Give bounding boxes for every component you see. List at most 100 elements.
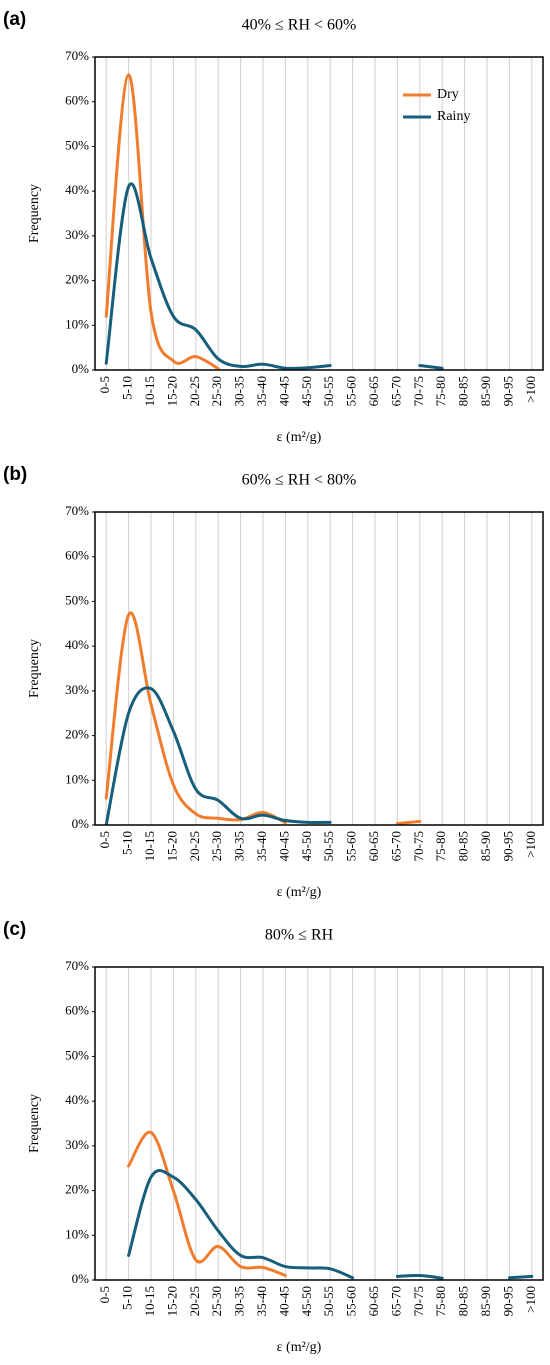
- x-tick-label: 70-75: [411, 831, 426, 861]
- x-tick-label: 85-90: [478, 831, 493, 861]
- x-tick-label: 80-85: [456, 831, 471, 861]
- x-tick-label: 25-30: [209, 1286, 224, 1316]
- x-axis-label: ε (m²/g): [277, 885, 322, 900]
- x-tick-label: 65-70: [388, 376, 403, 406]
- x-tick-label: 50-55: [321, 376, 336, 406]
- x-tick-label: 35-40: [254, 376, 269, 406]
- y-tick-label: 30%: [65, 1137, 89, 1152]
- x-tick-label: 50-55: [321, 831, 336, 861]
- y-tick-label: 10%: [65, 1226, 89, 1241]
- y-tick-label: 60%: [65, 93, 89, 108]
- x-tick-label: 55-60: [344, 376, 359, 406]
- y-tick-label: 70%: [65, 958, 89, 973]
- y-axis-label: Frequency: [27, 639, 42, 698]
- chart-title: 80% ≤ RH: [265, 927, 334, 944]
- y-tick-label: 40%: [65, 182, 89, 197]
- x-tick-label: 75-80: [433, 831, 448, 861]
- y-axis-label: Frequency: [27, 184, 42, 243]
- x-tick-label: 70-75: [411, 1286, 426, 1316]
- x-tick-label: >100: [523, 1286, 538, 1313]
- series-line: [104, 73, 220, 370]
- y-tick-label: 40%: [65, 1092, 89, 1107]
- series-line: [104, 182, 444, 370]
- y-axis-label: Frequency: [27, 1094, 42, 1153]
- panel-label: (a): [3, 9, 26, 30]
- y-tick-label: 70%: [65, 48, 89, 63]
- x-tick-label: 80-85: [456, 1286, 471, 1316]
- y-tick-label: 0%: [72, 816, 90, 831]
- x-tick-label: 0-5: [97, 376, 112, 393]
- x-tick-label: 5-10: [120, 1286, 135, 1310]
- x-tick-label: 35-40: [254, 831, 269, 861]
- y-tick-label: 10%: [65, 316, 89, 331]
- y-tick-label: 20%: [65, 1182, 89, 1197]
- series-line: [127, 1168, 534, 1280]
- y-tick-label: 0%: [72, 361, 90, 376]
- y-tick-label: 30%: [65, 227, 89, 242]
- x-tick-label: 5-10: [120, 831, 135, 855]
- y-tick-label: 0%: [72, 1271, 90, 1286]
- x-tick-label: 15-20: [164, 1286, 179, 1316]
- y-tick-label: 30%: [65, 682, 89, 697]
- x-tick-label: 25-30: [209, 831, 224, 861]
- x-tick-label: 20-25: [187, 1286, 202, 1316]
- y-tick-label: 10%: [65, 771, 89, 786]
- x-tick-label: 70-75: [411, 376, 426, 406]
- x-tick-label: 25-30: [209, 376, 224, 406]
- x-tick-label: 40-45: [276, 376, 291, 406]
- x-tick-label: 30-35: [232, 831, 247, 861]
- x-tick-label: 45-50: [299, 831, 314, 861]
- x-tick-label: 60-65: [366, 831, 381, 861]
- x-axis-label: ε (m²/g): [277, 430, 322, 445]
- panel-label: (c): [3, 919, 26, 940]
- x-tick-label: 60-65: [366, 1286, 381, 1316]
- y-tick-label: 70%: [65, 503, 89, 518]
- plot-border: [94, 966, 544, 1281]
- y-tick-label: 50%: [65, 137, 89, 152]
- x-tick-label: 15-20: [164, 376, 179, 406]
- x-tick-label: 15-20: [164, 831, 179, 861]
- x-tick-label: 30-35: [232, 1286, 247, 1316]
- x-tick-label: 20-25: [187, 831, 202, 861]
- x-tick-label: 55-60: [344, 1286, 359, 1316]
- y-tick-label: 20%: [65, 727, 89, 742]
- x-tick-label: 90-95: [500, 1286, 515, 1316]
- plot-border: [94, 511, 544, 826]
- y-tick-label: 50%: [65, 592, 89, 607]
- x-tick-label: 40-45: [276, 1286, 291, 1316]
- chart-title: 40% ≤ RH < 60%: [242, 17, 357, 34]
- x-tick-label: 65-70: [388, 831, 403, 861]
- series-line: [104, 686, 332, 825]
- series-line: [127, 1130, 287, 1278]
- x-tick-label: 10-15: [142, 376, 157, 406]
- x-tick-label: 50-55: [321, 1286, 336, 1316]
- x-tick-label: 55-60: [344, 831, 359, 861]
- x-axis-label: ε (m²/g): [277, 1340, 322, 1355]
- x-tick-label: 85-90: [478, 1286, 493, 1316]
- x-tick-label: 80-85: [456, 376, 471, 406]
- x-tick-label: 65-70: [388, 1286, 403, 1316]
- x-tick-label: 5-10: [120, 376, 135, 400]
- x-tick-label: 30-35: [232, 376, 247, 406]
- panel-label: (b): [3, 464, 27, 485]
- x-tick-label: >100: [523, 831, 538, 858]
- x-tick-label: 75-80: [433, 1286, 448, 1316]
- x-tick-label: 45-50: [299, 1286, 314, 1316]
- x-tick-label: 90-95: [500, 831, 515, 861]
- chart-title: 60% ≤ RH < 80%: [242, 472, 357, 489]
- y-tick-label: 60%: [65, 548, 89, 563]
- y-tick-label: 50%: [65, 1047, 89, 1062]
- y-tick-label: 40%: [65, 637, 89, 652]
- plot-border: [94, 56, 544, 371]
- x-tick-label: 20-25: [187, 376, 202, 406]
- x-tick-label: 0-5: [97, 1286, 112, 1303]
- x-tick-label: 60-65: [366, 376, 381, 406]
- legend-label: Rainy: [437, 109, 470, 124]
- y-tick-label: 20%: [65, 272, 89, 287]
- x-tick-label: 85-90: [478, 376, 493, 406]
- legend-label: Dry: [437, 87, 459, 102]
- x-tick-label: 75-80: [433, 376, 448, 406]
- x-tick-label: 90-95: [500, 376, 515, 406]
- x-tick-label: 45-50: [299, 376, 314, 406]
